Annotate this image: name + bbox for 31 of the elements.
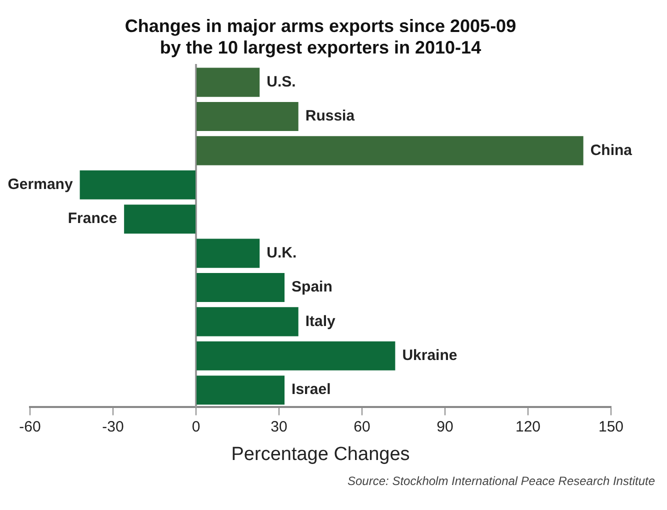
y-tick-label: U.K. (266, 244, 297, 262)
bar (196, 376, 285, 405)
bar (80, 170, 196, 200)
y-tick-label: Germany (8, 176, 74, 194)
bar (196, 102, 298, 132)
bar (196, 341, 396, 370)
chart-title: Changes in major arms exports since 2005-09 by the 10 largest exporters in 2010-14 (124, 16, 516, 58)
x-axis-title: Percentage Changes (231, 444, 410, 465)
x-tick-label: 150 (598, 418, 624, 436)
x-tick-label: -30 (102, 418, 124, 436)
x-tick-label: 90 (436, 418, 454, 436)
y-tick-label: France (68, 210, 118, 228)
x-tick-label: 120 (515, 418, 541, 436)
y-tick-label: Ukraine (402, 347, 458, 364)
bar (196, 136, 584, 166)
x-tick-label: 60 (354, 418, 370, 436)
x-tick-label: -60 (19, 418, 41, 436)
bar (196, 307, 298, 336)
y-tick-label: China (590, 142, 633, 159)
x-tick-label: 0 (192, 418, 200, 436)
y-tick-label: Israel (292, 381, 331, 398)
y-tick-label: Russia (305, 108, 356, 125)
bar (196, 238, 260, 268)
bar (124, 204, 196, 234)
bar (196, 272, 285, 302)
source-note: Source: Stockholm International Peace Research Institute (346, 474, 656, 488)
x-tick-label: 30 (270, 418, 288, 436)
bar (196, 68, 260, 97)
y-tick-label: Spain (292, 278, 332, 296)
y-tick-label: U.S. (266, 73, 296, 90)
y-tick-label: Italy (305, 312, 336, 330)
